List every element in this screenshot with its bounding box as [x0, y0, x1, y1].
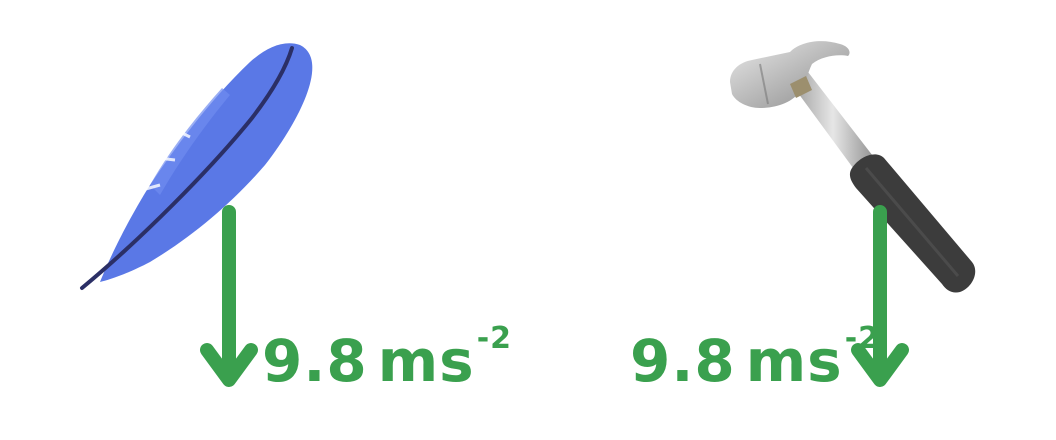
down-arrow-icon [851, 205, 909, 387]
hammer-icon [730, 41, 976, 293]
hammer-acceleration-exponent: -2 [844, 321, 881, 356]
feather-acceleration-value: 9.8 [262, 327, 368, 395]
hammer-acceleration-label: 9.8 ms-2 [630, 324, 880, 391]
feather-acceleration-exponent: -2 [476, 321, 513, 356]
hammer-acceleration-arrow [851, 205, 909, 387]
feather-acceleration-unit: ms [377, 327, 475, 395]
feather-icon [80, 43, 313, 290]
hammer-acceleration-unit: ms [745, 327, 843, 395]
hammer-acceleration-value: 9.8 [630, 327, 736, 395]
feather-acceleration-label: 9.8 ms-2 [262, 324, 512, 391]
down-arrow-icon [200, 205, 258, 387]
feather-acceleration-arrow [200, 205, 258, 387]
